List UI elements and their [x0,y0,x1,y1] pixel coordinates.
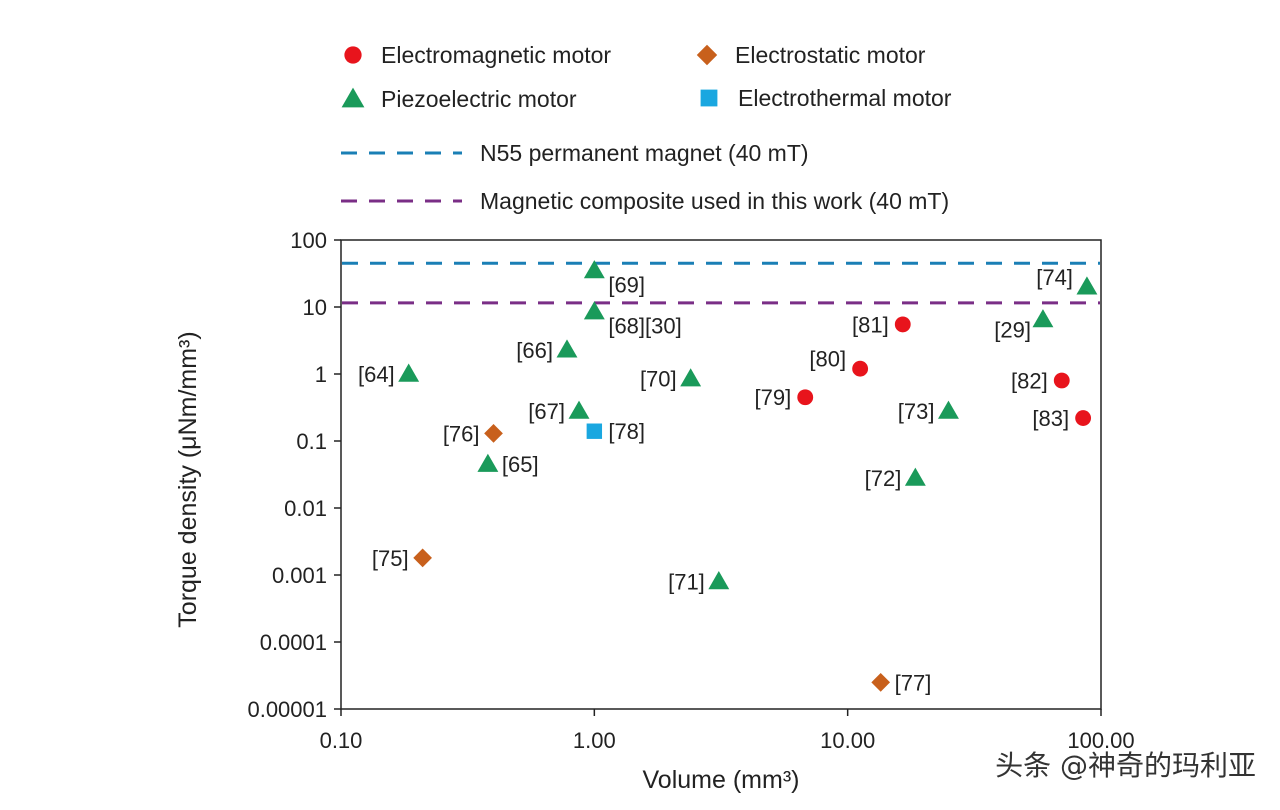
point-label: [78] [608,419,645,444]
point-label: [83] [1032,406,1069,431]
point-label: [64] [358,362,395,387]
legend-label: Magnetic composite used in this work (40… [480,188,949,214]
point-label: [68][30] [608,314,681,339]
point-label: [71] [668,569,705,594]
y-tick-label: 0.1 [296,429,327,454]
x-tick-label: 10.00 [820,728,875,753]
point-triangle [708,571,730,590]
x-tick-label: 0.10 [320,728,363,753]
point-label: [29] [994,318,1031,343]
point-square [586,423,603,439]
point-label: [77] [895,670,932,695]
point-circle [852,360,869,377]
point-circle [797,389,814,406]
point-triangle [583,260,605,279]
point-labels: [79] [80][81] [82] [83] [75] [76] [77] [64] [65]… [358,265,1073,696]
point-triangle [477,453,499,472]
point-label: [67] [528,399,565,424]
data-points [398,260,1098,692]
y-tick-label: 0.001 [272,563,327,588]
y-tick-label: 0.0001 [260,630,327,655]
legend: Electromagnetic motor Electrostatic motor… [341,42,952,214]
reference-lines [342,261,1100,305]
point-diamond [871,672,891,692]
x-axis-title: Volume (mm³) [643,766,800,794]
point-diamond [413,548,432,568]
point-circle [1053,372,1070,389]
y-tick-label: 0.00001 [247,697,327,722]
y-tick-label: 0.01 [284,496,327,521]
point-triangle [904,467,926,486]
legend-label: N55 permanent magnet (40 mT) [480,140,809,166]
legend-marker-circle [344,46,362,64]
point-triangle [583,301,605,320]
point-label: [66] [516,338,553,363]
legend-label: Piezoelectric motor [381,86,577,112]
x-tick-label: 1.00 [573,728,616,753]
point-triangle [568,400,590,419]
watermark: 头条 @神奇的玛利亚 [995,749,1256,782]
legend-marker-diamond [696,44,718,66]
point-triangle [1076,276,1098,295]
point-label: [74] [1036,265,1073,290]
point-triangle [556,339,578,358]
point-circle [894,316,911,333]
point-label: [82] [1011,368,1048,393]
point-label: [69] [608,273,645,298]
point-label: [70] [640,367,677,392]
y-tick-label: 1 [315,362,327,387]
y-tick-label: 100 [290,228,327,253]
legend-label: Electrothermal motor [738,85,952,111]
point-triangle [398,363,420,382]
y-axis-title: Torque density (μNm/mm³) [174,331,202,627]
axes: 100 10 1 0.1 0.01 0.001 0.0001 0.00001 0.10 1.00 1… [174,228,1135,794]
y-tick-label: 10 [303,295,327,320]
legend-marker-square [700,89,718,107]
point-label: [73] [898,399,935,424]
point-label: [75] [372,546,409,571]
point-label: [65] [502,452,539,477]
legend-marker-triangle [341,87,365,108]
point-triangle [680,368,702,387]
point-label: [72] [865,466,902,491]
point-label: [80] [809,347,846,372]
x-tick-label: 100.00 [1067,728,1134,753]
point-triangle [938,400,959,419]
point-circle [1075,410,1092,426]
point-label: [76] [443,421,480,446]
point-triangle [1032,309,1054,328]
legend-label: Electrostatic motor [735,42,926,68]
point-label: [81] [852,312,889,337]
plot-frame [340,239,1102,710]
point-label: [79] [755,385,792,410]
legend-label: Electromagnetic motor [381,42,611,68]
point-diamond [484,424,503,443]
